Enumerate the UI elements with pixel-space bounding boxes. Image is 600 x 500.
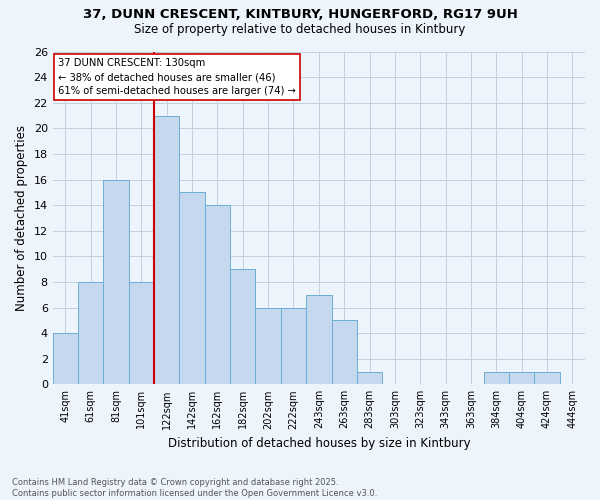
Text: 37, DUNN CRESCENT, KINTBURY, HUNGERFORD, RG17 9UH: 37, DUNN CRESCENT, KINTBURY, HUNGERFORD,… xyxy=(83,8,517,20)
Bar xyxy=(103,180,129,384)
Bar xyxy=(484,372,509,384)
Bar xyxy=(281,308,306,384)
Bar xyxy=(53,333,78,384)
Bar xyxy=(357,372,382,384)
Bar xyxy=(154,116,179,384)
Bar xyxy=(179,192,205,384)
Bar xyxy=(256,308,281,384)
Bar xyxy=(78,282,103,384)
Bar xyxy=(129,282,154,384)
X-axis label: Distribution of detached houses by size in Kintbury: Distribution of detached houses by size … xyxy=(167,437,470,450)
Text: Contains HM Land Registry data © Crown copyright and database right 2025.
Contai: Contains HM Land Registry data © Crown c… xyxy=(12,478,377,498)
Bar xyxy=(205,205,230,384)
Bar xyxy=(535,372,560,384)
Text: 37 DUNN CRESCENT: 130sqm
← 38% of detached houses are smaller (46)
61% of semi-d: 37 DUNN CRESCENT: 130sqm ← 38% of detach… xyxy=(58,58,296,96)
Text: Size of property relative to detached houses in Kintbury: Size of property relative to detached ho… xyxy=(134,22,466,36)
Bar xyxy=(230,269,256,384)
Bar xyxy=(509,372,535,384)
Bar xyxy=(306,294,332,384)
Y-axis label: Number of detached properties: Number of detached properties xyxy=(15,125,28,311)
Bar xyxy=(332,320,357,384)
